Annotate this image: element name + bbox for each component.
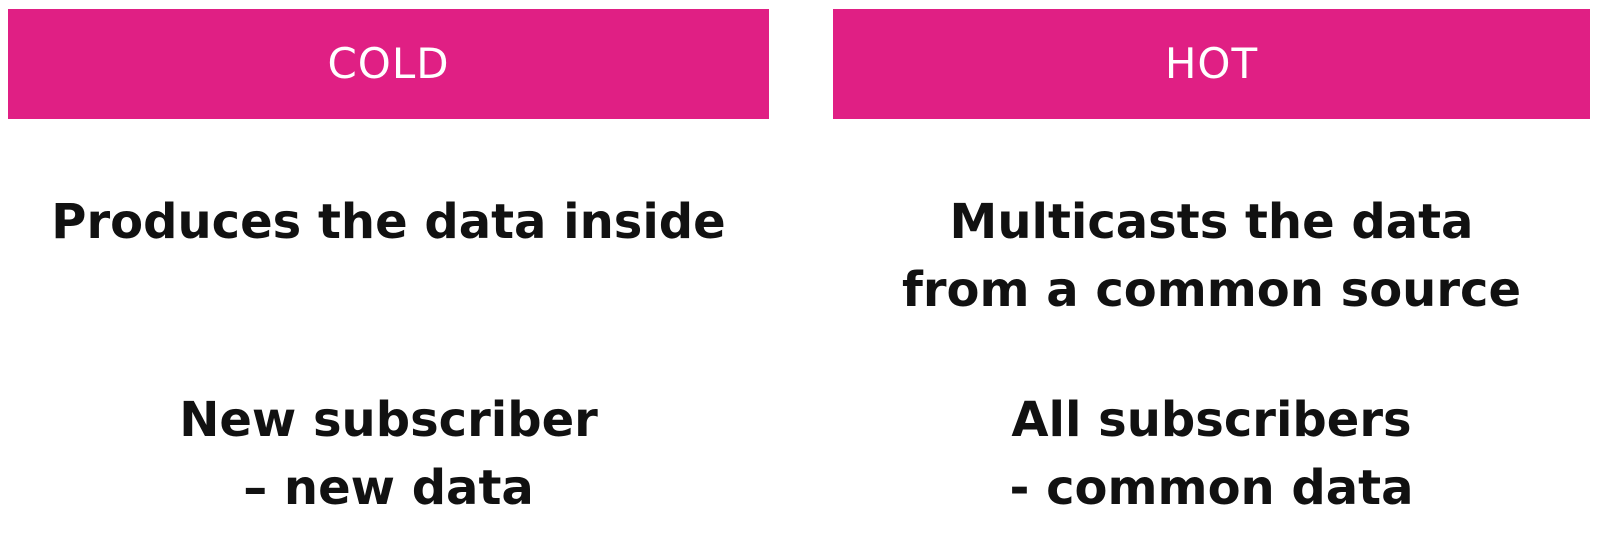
hot-data-production-line-2: from a common source bbox=[901, 262, 1522, 318]
cold-data-production-line: Produces the data inside bbox=[51, 194, 726, 250]
hot-subscriber-line-2: - common data bbox=[1009, 460, 1414, 516]
cold-column: COLD Produces the data inside New subscr… bbox=[8, 0, 769, 543]
hot-subscriber-text: All subscribers - common data bbox=[833, 386, 1590, 522]
hot-subscriber-line-1: All subscribers bbox=[1011, 392, 1412, 448]
cold-subscriber-text: New subscriber – new data bbox=[8, 386, 769, 522]
hot-data-production-line-1: Multicasts the data bbox=[949, 194, 1474, 250]
hot-header: HOT bbox=[833, 9, 1590, 119]
cold-header-label: COLD bbox=[327, 39, 450, 88]
hot-data-production-text: Multicasts the data from a common source bbox=[833, 188, 1590, 324]
hot-column: HOT Multicasts the data from a common so… bbox=[833, 0, 1590, 543]
cold-header: COLD bbox=[8, 9, 769, 119]
cold-data-production-text: Produces the data inside bbox=[8, 188, 769, 256]
hot-header-label: HOT bbox=[1164, 39, 1259, 88]
cold-subscriber-line-1: New subscriber bbox=[179, 392, 598, 448]
cold-subscriber-line-2: – new data bbox=[243, 460, 534, 516]
